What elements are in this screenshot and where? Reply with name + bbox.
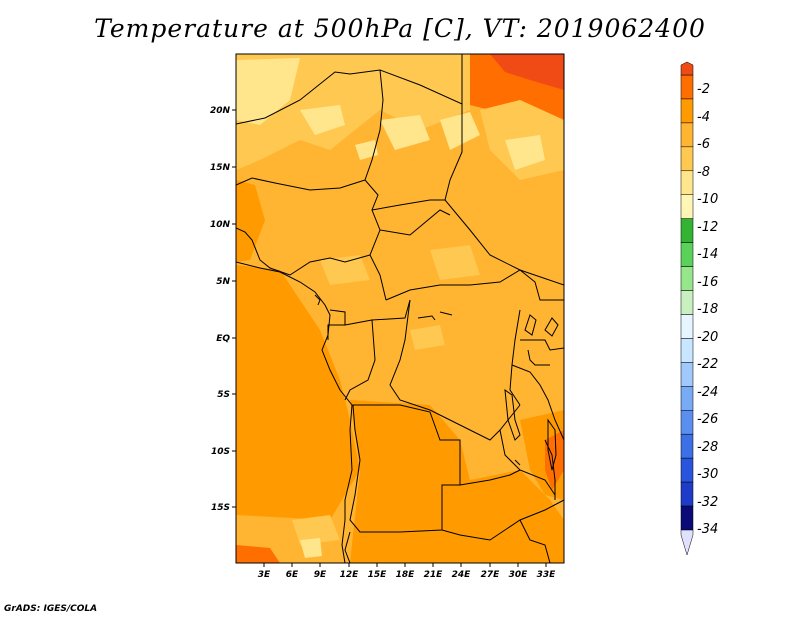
country-borders (236, 54, 564, 563)
colorbar-swatch (680, 74, 694, 100)
temperature-field (236, 54, 564, 563)
colorbar-swatch (680, 481, 694, 507)
colorbar-swatch (680, 314, 694, 339)
colorbar-swatch (680, 122, 694, 148)
lat-label: 10S (211, 447, 230, 457)
colorbar-swatch (680, 505, 694, 531)
lon-label: 9E (314, 570, 327, 580)
colorbar-label: -18 (697, 302, 718, 317)
colorbar-label: -2 (697, 82, 710, 97)
plot-frame (235, 53, 565, 564)
colorbar-swatch (680, 170, 694, 195)
colorbar-label: -14 (697, 247, 718, 262)
map-title: Temperature at 500hPa [C], VT: 201906240… (94, 14, 706, 43)
colorbar-label: -28 (697, 440, 718, 455)
colorbar-label: -34 (697, 522, 718, 537)
lon-label: 6E (286, 570, 299, 580)
lon-label: 27E (481, 570, 501, 580)
colorbar-label: -16 (697, 275, 718, 290)
colorbar-bottom-triangle (680, 529, 694, 556)
lat-label: 20N (210, 106, 231, 116)
lat-label: 15N (210, 163, 231, 173)
colorbar-label: -4 (697, 110, 710, 125)
lat-label: EQ (216, 334, 230, 344)
colorbar-swatch (680, 290, 694, 315)
colorbar-swatch (680, 98, 694, 124)
colorbar-swatch (680, 218, 694, 243)
lon-label: 12E (340, 570, 360, 580)
lon-label: 24E (452, 570, 472, 580)
colorbar: -2 -4 -6 -8 -10 -12 -14 -16 -18 -20 -22 … (680, 61, 718, 556)
colorbar-swatch (680, 410, 694, 435)
colorbar-swatch (680, 146, 694, 172)
colorbar-top-triangle (680, 61, 694, 76)
colorbar-swatch (680, 242, 694, 267)
colorbar-label: -30 (697, 467, 718, 482)
colorbar-swatch (680, 362, 694, 387)
colorbar-label: -10 (697, 192, 718, 207)
colorbar-swatch (680, 386, 694, 411)
colorbar-swatch (680, 433, 694, 459)
lat-label: 5N (216, 277, 230, 287)
lat-label: 15S (211, 503, 230, 513)
grads-credit: GrADS: IGES/COLA (4, 604, 98, 614)
colorbar-swatch (680, 266, 694, 291)
colorbar-label: -32 (697, 495, 718, 510)
colorbar-label: -26 (697, 412, 718, 427)
longitude-axis: 3E 6E 9E 12E 15E 18E 21E 24E 27E 30E 33E (258, 563, 556, 580)
lon-label: 30E (509, 570, 529, 580)
lat-label: 10N (210, 220, 231, 230)
colorbar-label: -6 (697, 137, 710, 152)
colorbar-label: -12 (697, 220, 718, 235)
lon-label: 3E (258, 570, 271, 580)
colorbar-swatch (680, 338, 694, 363)
colorbar-swatch (680, 457, 694, 483)
colorbar-label: -22 (697, 357, 718, 372)
colorbar-swatch (680, 194, 694, 219)
lon-label: 15E (368, 570, 388, 580)
lon-label: 33E (537, 570, 557, 580)
lat-label: 5S (217, 390, 230, 400)
latitude-axis: 20N 15N 10N 5N EQ 5S 10S 15S (210, 106, 236, 513)
colorbar-label: -20 (697, 330, 718, 345)
colorbar-label: -8 (697, 165, 710, 180)
lon-label: 18E (396, 570, 416, 580)
colorbar-label: -24 (697, 385, 718, 400)
lon-label: 21E (424, 570, 444, 580)
